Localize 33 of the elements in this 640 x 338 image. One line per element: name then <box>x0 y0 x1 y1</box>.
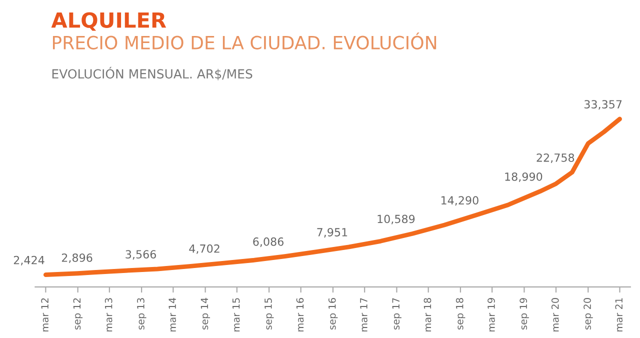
data-label: 4,702 <box>189 244 220 254</box>
data-label: 7,951 <box>317 228 348 238</box>
data-label: 14,290 <box>441 196 478 206</box>
x-tick-label: sep 18 <box>456 298 466 330</box>
chart-title: ALQUILER <box>51 12 166 31</box>
data-label: 2,896 <box>62 253 92 264</box>
x-tick-label: mar 21 <box>615 298 623 332</box>
x-tick-label: sep 13 <box>137 298 146 330</box>
x-tick-label: mar 14 <box>168 298 176 332</box>
x-tick-label: sep 16 <box>328 298 338 330</box>
x-tick-label: mar 18 <box>424 298 432 332</box>
data-label: 10,589 <box>378 214 415 224</box>
x-tick-label: mar 13 <box>104 298 112 332</box>
data-label: 3,566 <box>126 250 156 260</box>
data-label: 33,357 <box>584 100 622 110</box>
x-tick-label: sep 12 <box>73 298 83 330</box>
x-tick-label: mar 15 <box>232 298 240 332</box>
chart-subtitle: PRECIO MEDIO DE LA CIUDAD. EVOLUCIÓN <box>52 32 436 50</box>
x-tick-label: mar 16 <box>296 298 304 332</box>
text: EVOLUCIÓN MENSUAL. AR$/MES <box>52 66 252 80</box>
x-tick-label: mar 19 <box>488 298 495 332</box>
x-tick-label: mar 12 <box>41 298 48 332</box>
data-label: 22,758 <box>536 153 574 164</box>
data-label: 6,086 <box>253 237 284 247</box>
x-tick-label: sep 15 <box>264 298 274 330</box>
x-tick-label: sep 14 <box>200 298 210 330</box>
x-tick-label: sep 20 <box>584 298 593 330</box>
data-label: 18,990 <box>505 172 542 182</box>
x-tick-label: mar 20 <box>551 298 559 332</box>
data-label: 2,424 <box>14 256 44 266</box>
x-tick-label: sep 17 <box>392 298 402 330</box>
x-tick-label: sep 19 <box>520 298 529 330</box>
x-tick-label: mar 17 <box>360 298 368 332</box>
